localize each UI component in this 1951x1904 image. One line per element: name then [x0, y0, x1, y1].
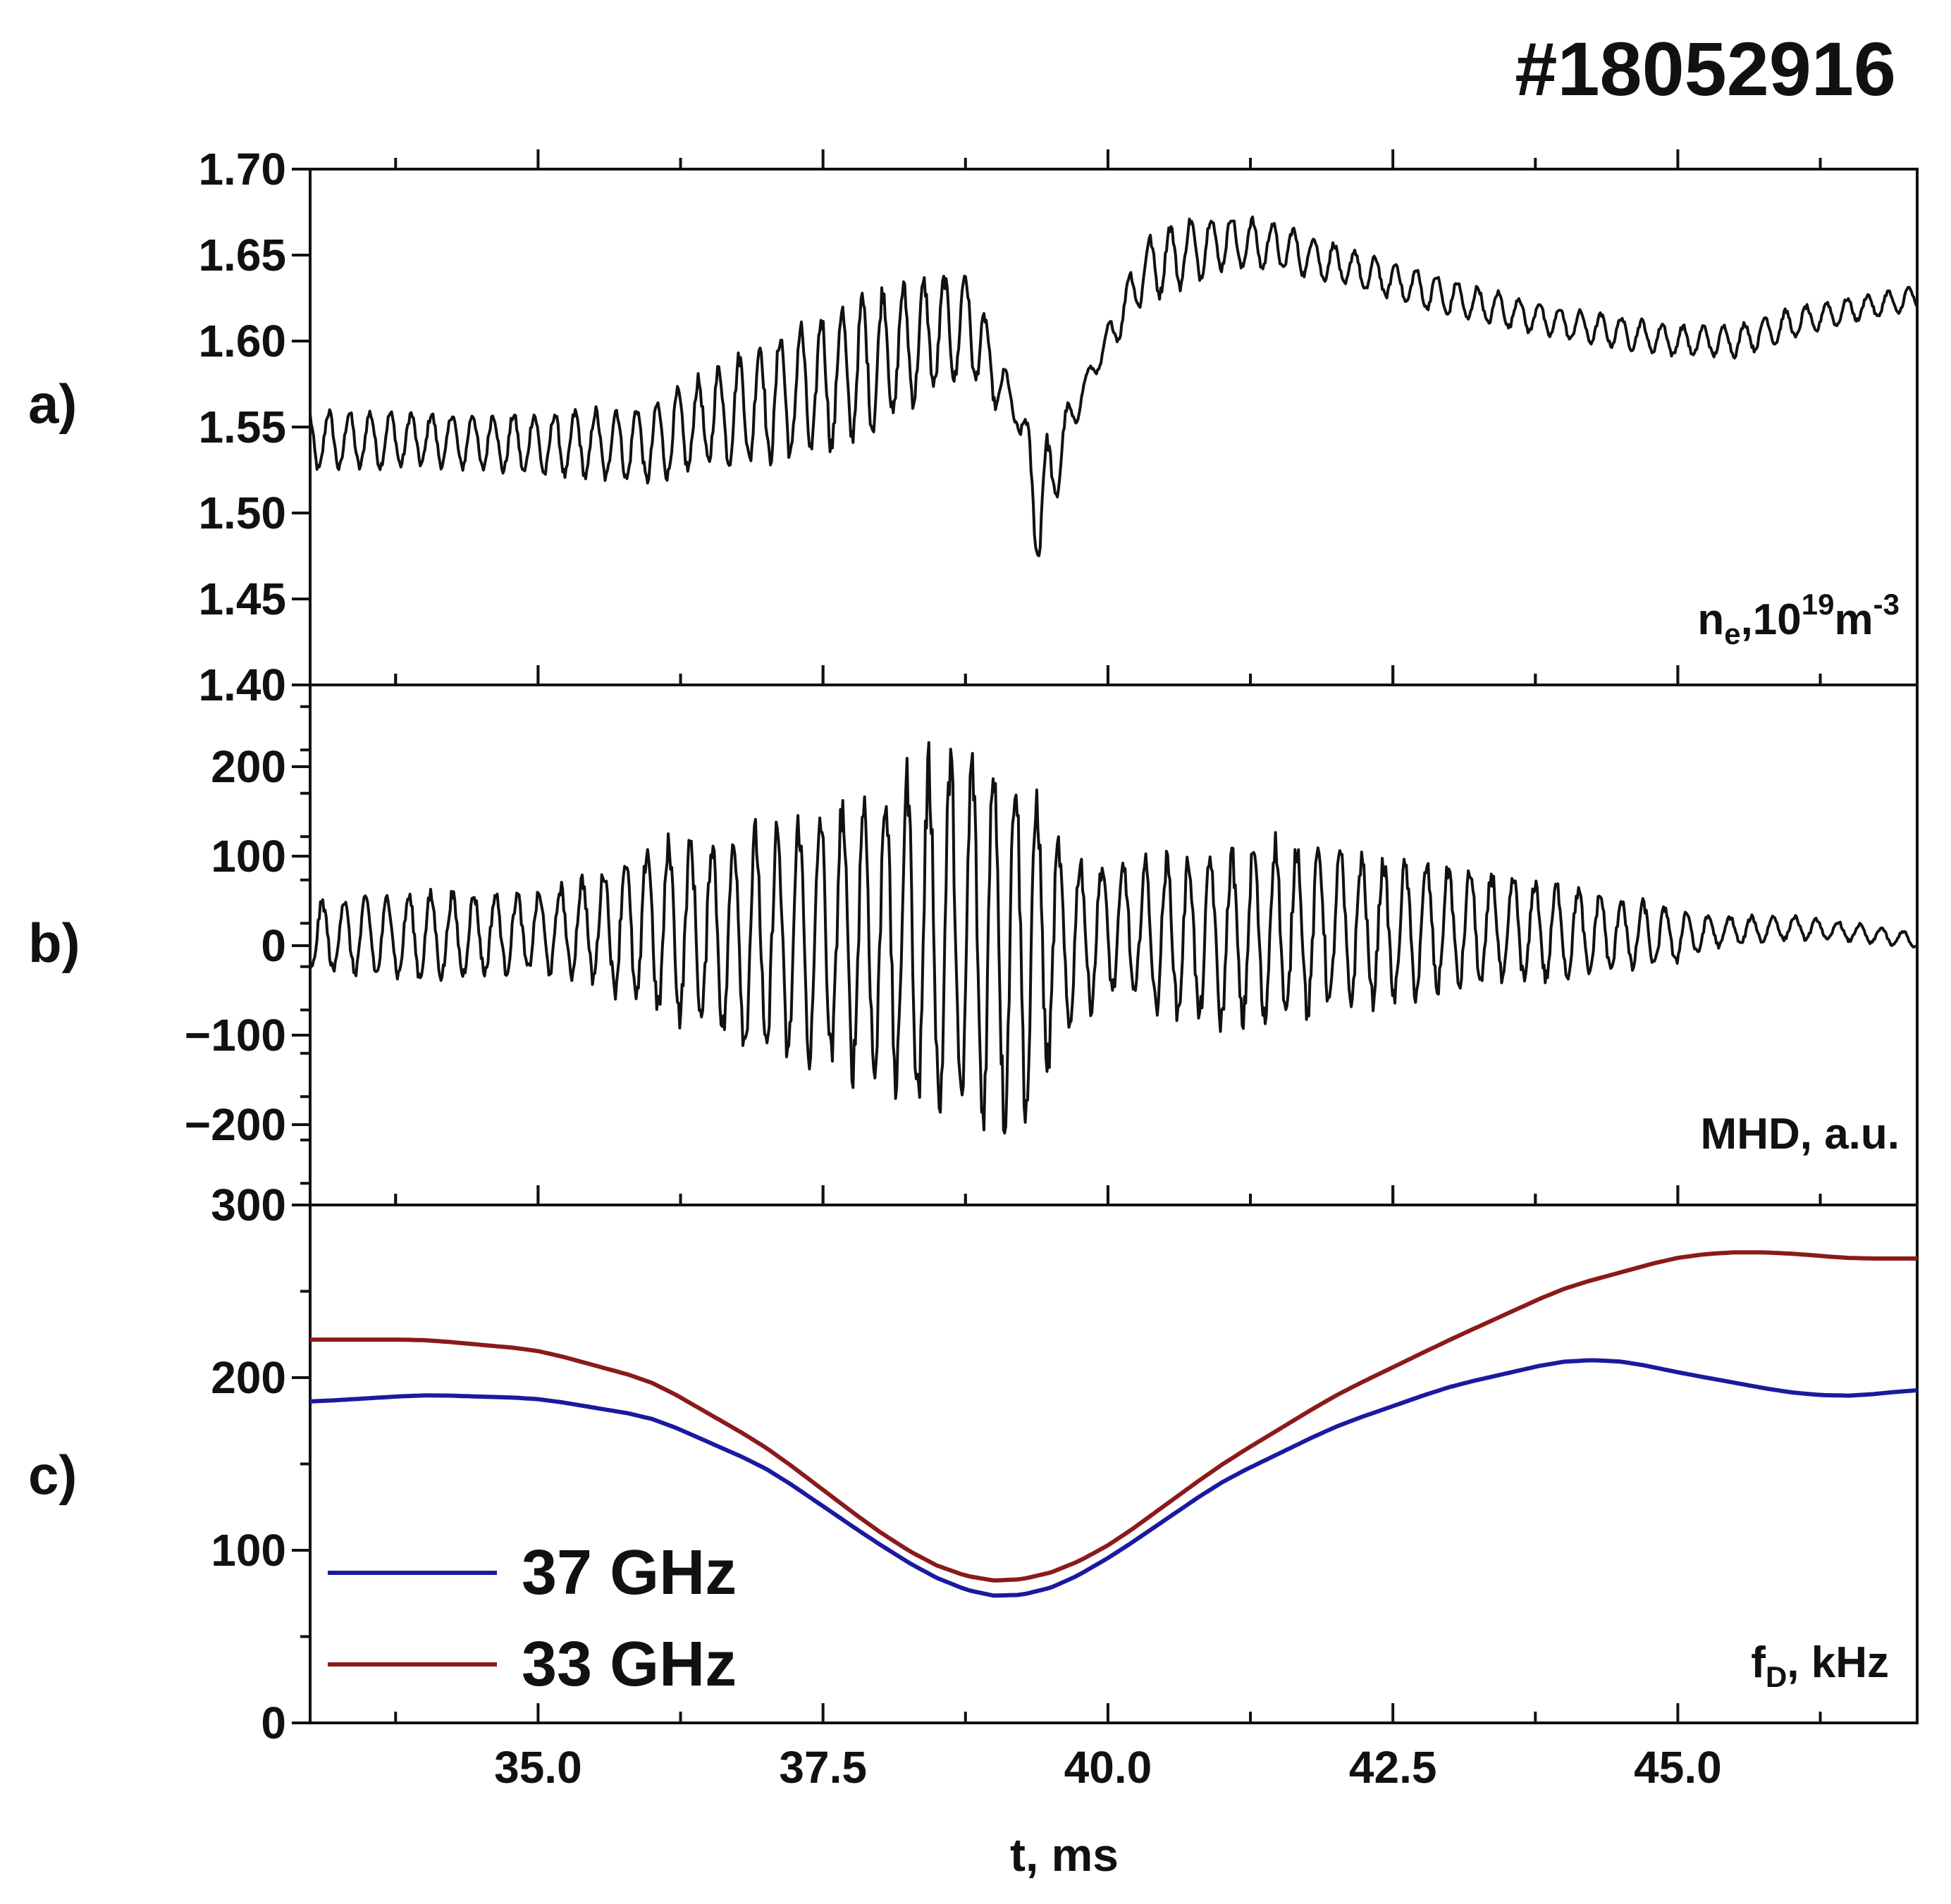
panel-b-ylabel: MHD, a.u. [1701, 1110, 1900, 1158]
y-tick-label: 300 [211, 1180, 286, 1230]
y-tick-label: 1.60 [198, 316, 286, 366]
y-tick-label: 200 [211, 741, 286, 792]
panel-a-ylabel-sub: e [1724, 617, 1740, 650]
panel-c: 200 100 0 [211, 1185, 1919, 1748]
panel-a-label: a) [28, 373, 77, 435]
panel-c-ylabel: fD, kHz [1751, 1638, 1889, 1693]
y-tick-label: 200 [211, 1352, 286, 1403]
y-tick-label: 1.45 [198, 574, 286, 624]
panel-b: 200 100 0 −100 −200 300 [185, 665, 1919, 1230]
x-axis-title: t, ms [1010, 1829, 1119, 1881]
series-line-mhd [309, 741, 1919, 1135]
panel-a: 1.70 1.65 1.60 1.55 1.50 1.45 1.40 [198, 144, 1919, 710]
series-line-33-ghz [310, 1250, 1917, 1583]
legend-label-33ghz: 33 GHz [522, 1629, 737, 1700]
panel-a-ylabel-unit: m [1835, 595, 1873, 644]
x-tick-label: 45.0 [1634, 1742, 1722, 1793]
panel-a-ylabel-mid: ,10 [1741, 595, 1802, 644]
x-tick-label: 42.5 [1349, 1742, 1437, 1793]
y-tick-label: 0 [261, 920, 286, 971]
legend-label-37ghz: 37 GHz [522, 1538, 737, 1608]
x-tick-label: 40.0 [1064, 1742, 1152, 1793]
y-tick-label: 1.70 [198, 144, 286, 194]
y-tick-label: −200 [185, 1099, 286, 1150]
panel-a-ylabel: ne,1019m-3 [1697, 588, 1900, 650]
y-tick-label: 100 [211, 831, 286, 882]
y-tick-label: 1.65 [198, 230, 286, 280]
panel-frame [309, 684, 1919, 1206]
x-tick-label: 37.5 [779, 1742, 867, 1793]
series-line-n-e [309, 215, 1919, 557]
x-tick-label: 35.0 [494, 1742, 582, 1793]
panel-a-ylabel-sup2: -3 [1873, 588, 1900, 621]
panel-a-ylabel-sup1: 19 [1802, 588, 1835, 621]
y-tick-label: 1.40 [198, 660, 286, 710]
chart-title: #18052916 [1515, 26, 1896, 111]
x-tick-labels: 35.0 37.5 40.0 42.5 45.0 [494, 1742, 1722, 1793]
y-tick-label: 1.50 [198, 488, 286, 538]
legend: 37 GHz 33 GHz [328, 1538, 737, 1700]
panel-c-label: c) [28, 1444, 77, 1506]
y-tick-label: −100 [185, 1010, 286, 1061]
panel-a-ylabel-main: n [1697, 595, 1724, 644]
panel-c-ylabel-main: f [1751, 1638, 1766, 1687]
panel-c-ylabel-unit: , kHz [1787, 1638, 1889, 1687]
y-tick-label: 100 [211, 1525, 286, 1576]
y-tick-label: 1.55 [198, 402, 286, 452]
series-line-37-ghz [309, 1358, 1918, 1598]
panel-b-label: b) [28, 912, 80, 974]
panel-c-ylabel-sub: D [1766, 1660, 1787, 1693]
y-tick-label: 0 [261, 1698, 286, 1748]
